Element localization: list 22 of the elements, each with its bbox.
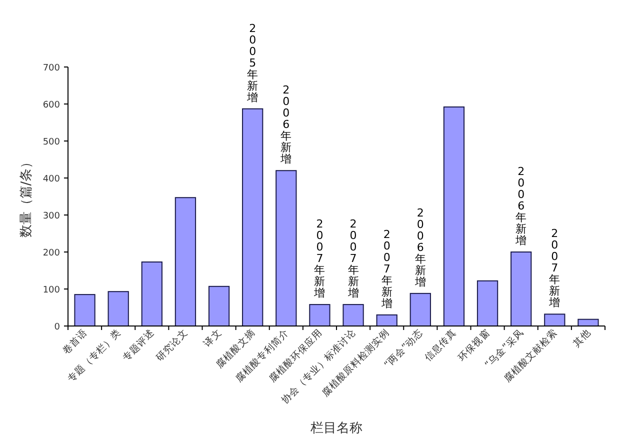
- y-tick-label: 0: [54, 322, 60, 332]
- x-tick-label: 信息传真: [422, 326, 459, 364]
- x-axis-title: 栏目名称: [310, 421, 362, 436]
- annotation: 2007年新增: [346, 218, 359, 300]
- annotation: 2007年新增: [313, 218, 326, 300]
- annotation: 2005年新增: [246, 22, 258, 104]
- annotation: 2007年新增: [548, 227, 560, 310]
- y-tick-label: 600: [42, 100, 60, 110]
- y-tick-label: 500: [42, 138, 60, 148]
- x-tick-label: 卷首语: [60, 326, 90, 357]
- y-tick-label: 700: [42, 64, 60, 74]
- annotation: 2006年新增: [414, 206, 426, 288]
- x-tick-label: 其他: [570, 326, 594, 350]
- annotation: 2006年新增: [280, 84, 292, 166]
- annotation: 2006年新增: [514, 165, 527, 247]
- y-tick-label: 200: [42, 248, 60, 258]
- y-tick-label: 100: [42, 286, 60, 296]
- annotation: 2007年新增: [380, 228, 392, 310]
- y-axis-title: 数量（篇/条）: [19, 155, 34, 238]
- y-tick-label: 300: [42, 212, 60, 222]
- y-tick-label: 400: [42, 174, 60, 184]
- x-tick-label: 译文: [201, 326, 224, 350]
